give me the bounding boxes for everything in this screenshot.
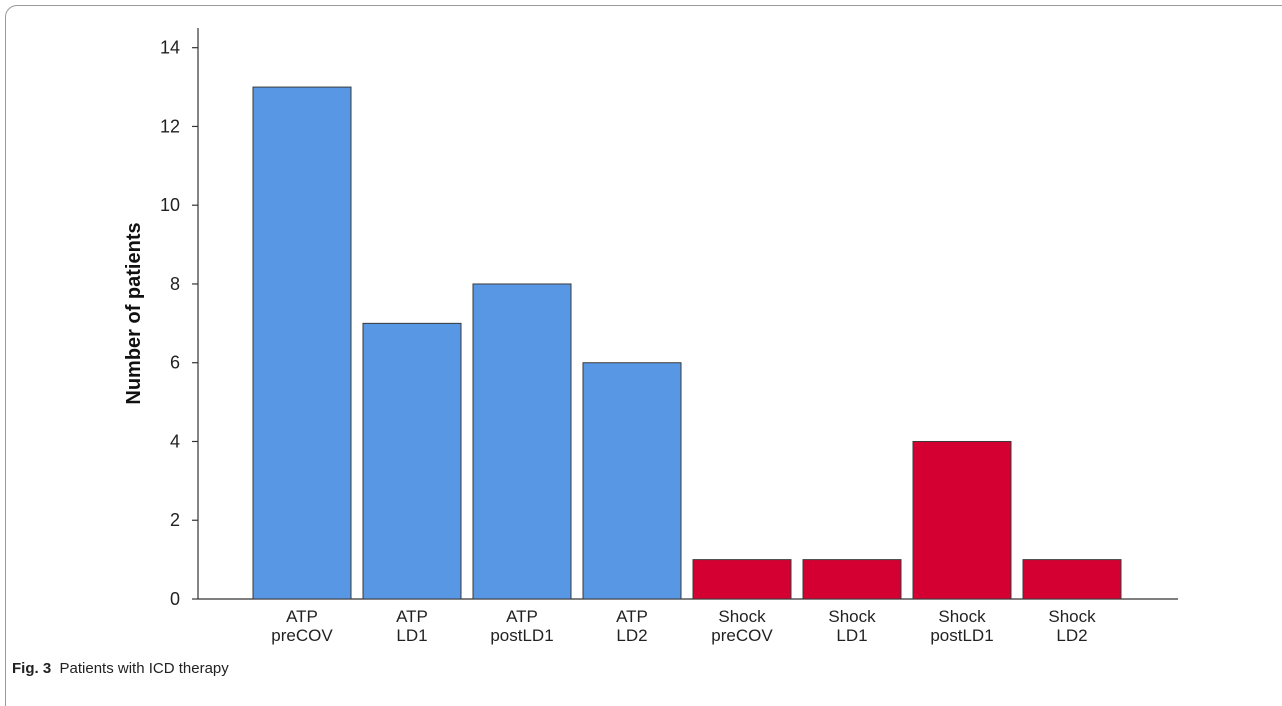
figure-number: Fig. 3 [12, 660, 52, 677]
y-tick-label: 2 [170, 510, 180, 530]
x-tick-label: preCOV [271, 626, 333, 645]
bar [912, 440, 1012, 600]
x-tick-label: ATP [396, 607, 428, 626]
x-tick-label: Shock [1048, 607, 1096, 626]
x-tick-label: LD1 [836, 626, 867, 645]
y-axis-label: Number of patients [123, 222, 145, 404]
x-tick-label: ATP [616, 607, 648, 626]
y-tick-label: 10 [160, 195, 180, 215]
y-tick-label: 6 [170, 353, 180, 373]
bar [1022, 559, 1122, 600]
bars [252, 86, 1122, 600]
x-tick-label: LD2 [616, 626, 647, 645]
figure-caption: Fig. 3 Patients with ICD therapy [12, 660, 229, 677]
x-tick-label: ATP [286, 607, 318, 626]
y-tick-label: 12 [160, 116, 180, 136]
x-tick-label: Shock [938, 607, 986, 626]
x-tick-label: ATP [506, 607, 538, 626]
bar [472, 283, 572, 600]
y-tick-label: 14 [160, 38, 180, 58]
x-tick-label: Shock [828, 607, 876, 626]
x-tick-label: LD1 [396, 626, 427, 645]
x-tick-label: LD2 [1056, 626, 1087, 645]
x-tick-label: postLD1 [930, 626, 993, 645]
x-tick-label: Shock [718, 607, 766, 626]
caption-text: Patients with ICD therapy [59, 660, 229, 677]
bar [692, 559, 792, 600]
y-tick-label: 4 [170, 431, 180, 451]
x-tick-label: postLD1 [490, 626, 553, 645]
bar [582, 362, 682, 600]
bar [362, 322, 462, 600]
figure-frame [5, 5, 1282, 706]
bar [252, 86, 352, 600]
y-tick-label: 8 [170, 274, 180, 294]
axes [192, 28, 1178, 600]
bar [802, 559, 902, 600]
y-tick-label: 0 [170, 589, 180, 609]
x-tick-label: preCOV [711, 626, 773, 645]
